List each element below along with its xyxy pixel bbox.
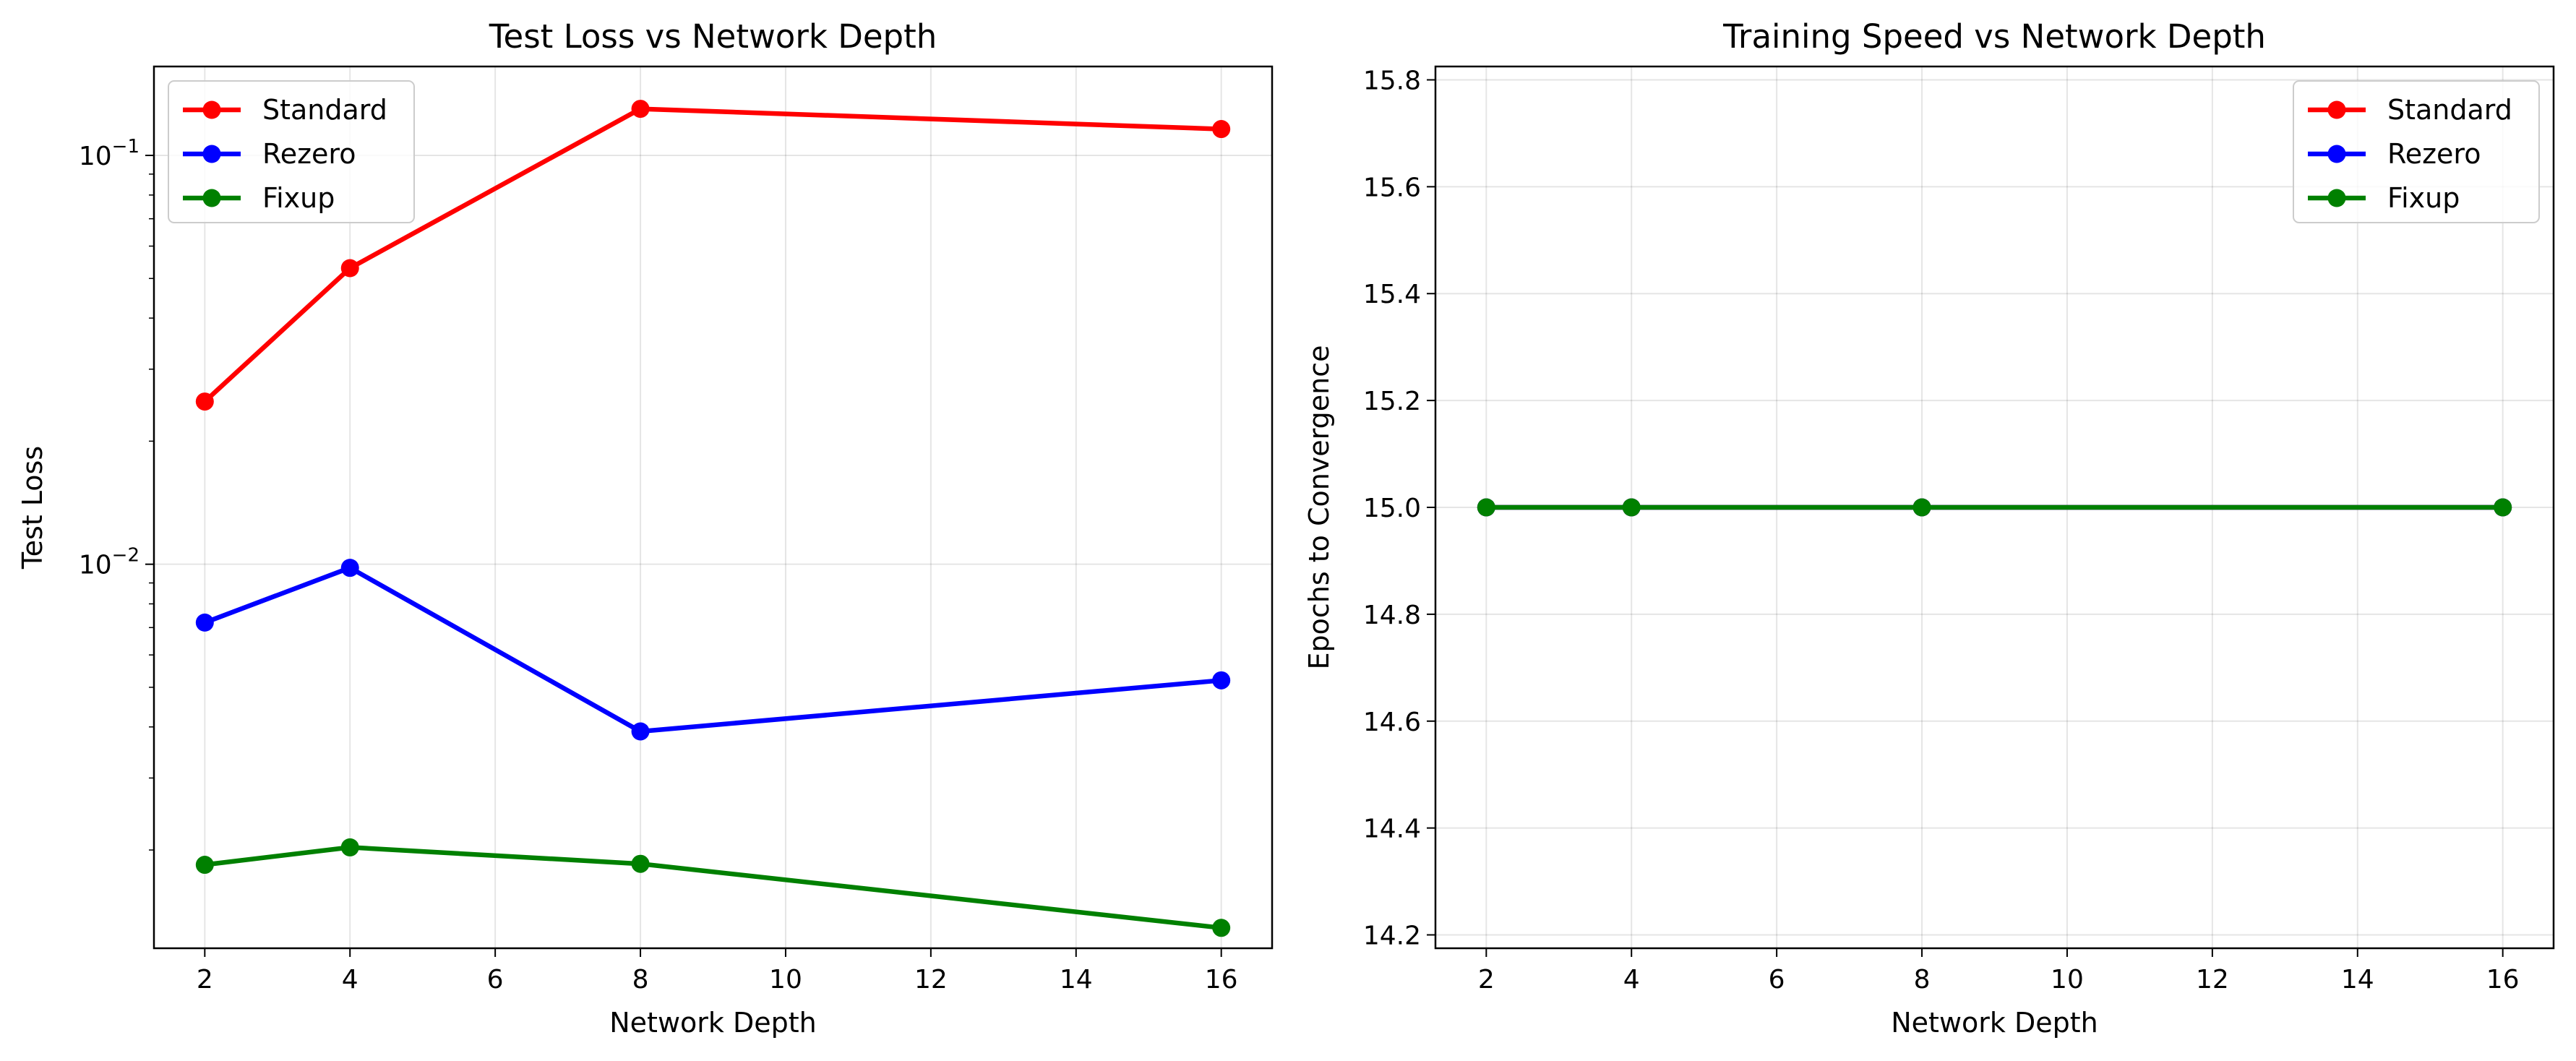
x-tick-label: 12 bbox=[2196, 965, 2229, 995]
legend-label: Fixup bbox=[2387, 182, 2460, 214]
x-axis-ticks: 2 4 6 8 10 12 14 16 bbox=[1478, 948, 2520, 995]
x-tick-label: 8 bbox=[1914, 965, 1931, 995]
y-axis-label: Epochs to Convergence bbox=[1303, 345, 1335, 669]
y-tick-label: 15.4 bbox=[1363, 280, 1421, 309]
data-point-rezero bbox=[195, 613, 214, 632]
y-tick-label: 15.6 bbox=[1363, 173, 1421, 202]
y-tick-label: 10−2 bbox=[79, 545, 139, 580]
data-point-fixup bbox=[340, 838, 359, 856]
legend: Standard Rezero Fixup bbox=[168, 80, 415, 223]
x-axis-ticks: 2 4 6 8 10 12 14 16 bbox=[197, 948, 1238, 995]
legend-marker bbox=[2327, 189, 2346, 207]
chart-title: Training Speed vs Network Depth bbox=[1722, 17, 2266, 56]
plot-series bbox=[1477, 498, 2512, 517]
legend-label: Standard bbox=[2387, 94, 2512, 126]
legend-marker bbox=[202, 100, 221, 119]
x-tick-label: 16 bbox=[2486, 965, 2520, 995]
data-point-standard bbox=[340, 259, 359, 278]
y-tick-label: 14.6 bbox=[1363, 708, 1421, 737]
x-tick-label: 14 bbox=[2341, 965, 2374, 995]
x-tick-label: 10 bbox=[769, 965, 802, 995]
data-point-fixup bbox=[195, 856, 214, 875]
y-tick-label: 14.4 bbox=[1363, 815, 1421, 844]
data-point-fixup bbox=[1477, 498, 1495, 517]
data-point-standard bbox=[1212, 120, 1231, 139]
x-tick-label: 2 bbox=[197, 965, 213, 995]
data-point-fixup bbox=[1622, 498, 1641, 517]
y-tick-label: 14.8 bbox=[1363, 601, 1421, 630]
series-line-rezero bbox=[204, 565, 1222, 734]
y-tick-label: 15.8 bbox=[1363, 66, 1421, 95]
test-loss-chart: 2 4 6 8 10 12 14 16 10−2 10−1 Test Loss vs Netwo… bbox=[17, 17, 1274, 1039]
series-line-fixup bbox=[204, 845, 1222, 931]
legend: Standard Rezero Fixup bbox=[2293, 80, 2540, 223]
chart-title: Test Loss vs Network Depth bbox=[489, 17, 937, 56]
data-point-rezero bbox=[1212, 671, 1231, 690]
x-tick-label: 4 bbox=[342, 965, 359, 995]
x-tick-label: 16 bbox=[1205, 965, 1238, 995]
legend-label: Rezero bbox=[2387, 138, 2481, 170]
y-tick-label: 15.0 bbox=[1363, 494, 1421, 523]
legend-item-rezero: Rezero bbox=[2308, 138, 2481, 170]
x-tick-label: 8 bbox=[632, 965, 649, 995]
legend-marker bbox=[2327, 145, 2346, 163]
legend-marker bbox=[2327, 100, 2346, 119]
legend-item-fixup: Fixup bbox=[183, 182, 335, 214]
x-tick-label: 10 bbox=[2051, 965, 2084, 995]
data-point-rezero bbox=[631, 722, 650, 741]
x-tick-label: 4 bbox=[1623, 965, 1640, 995]
legend-label: Rezero bbox=[262, 138, 356, 170]
legend-item-fixup: Fixup bbox=[2308, 182, 2460, 214]
legend-marker bbox=[202, 189, 221, 207]
data-point-fixup bbox=[1212, 919, 1231, 937]
series-line-standard bbox=[203, 106, 1222, 403]
x-axis-label: Network Depth bbox=[1891, 1007, 2098, 1039]
legend-item-standard: Standard bbox=[183, 94, 387, 126]
y-axis-ticks: 14.2 14.4 14.6 14.8 15.0 15.2 15.4 15.6 15.8 bbox=[1363, 66, 1435, 951]
x-tick-label: 6 bbox=[487, 965, 504, 995]
legend-item-standard: Standard bbox=[2308, 94, 2512, 126]
x-tick-label: 6 bbox=[1769, 965, 1785, 995]
data-point-fixup bbox=[2494, 498, 2512, 517]
x-axis-label: Network Depth bbox=[609, 1007, 816, 1039]
axes-frame bbox=[153, 65, 1274, 950]
y-axis-label: Test Loss bbox=[17, 446, 48, 570]
legend-marker bbox=[202, 145, 221, 163]
legend-box bbox=[2293, 80, 2540, 223]
x-tick-label: 14 bbox=[1060, 965, 1093, 995]
y-tick-label: 15.2 bbox=[1363, 387, 1421, 416]
data-point-fixup bbox=[1912, 498, 1931, 517]
legend-box bbox=[168, 80, 415, 223]
plot-series bbox=[195, 100, 1231, 937]
y-tick-label: 10−1 bbox=[79, 136, 139, 171]
legend-item-rezero: Rezero bbox=[183, 138, 356, 170]
legend-label: Standard bbox=[262, 94, 387, 126]
data-point-standard bbox=[631, 100, 650, 119]
data-point-fixup bbox=[631, 854, 650, 873]
x-tick-label: 2 bbox=[1478, 965, 1495, 995]
x-tick-label: 12 bbox=[914, 965, 948, 995]
y-axis-ticks: 10−2 10−1 bbox=[79, 136, 154, 851]
legend-label: Fixup bbox=[262, 182, 335, 214]
y-tick-label: 14.2 bbox=[1363, 922, 1421, 951]
data-point-rezero bbox=[340, 559, 359, 577]
data-point-standard bbox=[195, 392, 214, 411]
training-speed-chart: 2 4 6 8 10 12 14 16 14.2 14.4 14.6 14.8 15.0 15.2 15.… bbox=[1303, 17, 2555, 1039]
